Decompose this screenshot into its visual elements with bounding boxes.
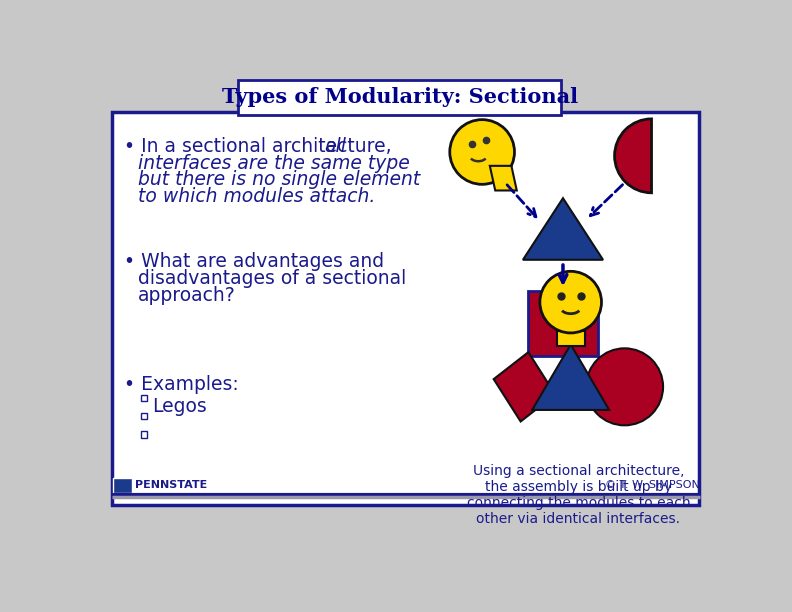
Bar [141, 395, 147, 401]
Text: Legos: Legos [152, 397, 207, 416]
Text: Types of Modularity: Sectional: Types of Modularity: Sectional [222, 88, 578, 107]
Polygon shape [489, 166, 516, 190]
Polygon shape [493, 352, 555, 422]
Text: approach?: approach? [138, 286, 236, 305]
Text: PENNSTATE: PENNSTATE [135, 480, 208, 490]
Polygon shape [532, 345, 609, 410]
Wedge shape [615, 119, 652, 193]
Bar [141, 413, 147, 419]
Bar [557, 330, 584, 346]
Text: • Examples:: • Examples: [124, 375, 239, 394]
Circle shape [540, 271, 601, 333]
Bar [141, 431, 147, 438]
Polygon shape [523, 198, 603, 259]
Circle shape [586, 348, 663, 425]
FancyBboxPatch shape [112, 112, 699, 505]
Text: to which modules attach.: to which modules attach. [138, 187, 375, 206]
Text: • In a sectional architecture,: • In a sectional architecture, [124, 136, 398, 155]
Text: © T. W. SIMPSON: © T. W. SIMPSON [605, 480, 700, 490]
Text: interfaces are the same type: interfaces are the same type [138, 154, 409, 173]
FancyBboxPatch shape [238, 80, 562, 115]
Bar [113, 478, 131, 493]
Text: but there is no single element: but there is no single element [138, 171, 421, 190]
Circle shape [450, 119, 515, 184]
Bar [528, 291, 598, 356]
Text: Using a sectional architecture,
the assembly is built up by
connecting the modul: Using a sectional architecture, the asse… [466, 464, 690, 526]
Text: • What are advantages and: • What are advantages and [124, 252, 384, 271]
Text: disadvantages of a sectional: disadvantages of a sectional [138, 269, 406, 288]
Text: all: all [324, 136, 346, 155]
